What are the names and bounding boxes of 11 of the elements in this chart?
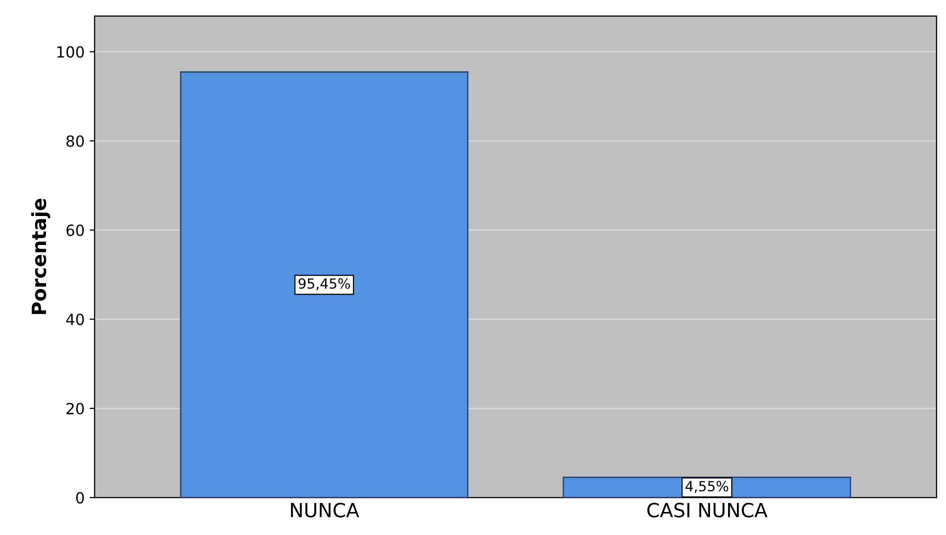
data-label: 4,55% <box>686 480 728 493</box>
y-tick-label: 60 <box>66 224 84 236</box>
y-tick-label: 40 <box>66 314 84 326</box>
data-label: 95,45% <box>298 278 350 290</box>
y-tick-label: 20 <box>66 402 84 414</box>
x-tick-label: CASI NUNCA <box>647 502 768 518</box>
y-tick-label: 100 <box>57 46 84 58</box>
y-axis-title: Porcentaje <box>31 198 50 314</box>
x-tick-label: NUNCA <box>291 502 360 518</box>
y-tick-label: 0 <box>76 492 84 504</box>
y-tick-label: 80 <box>66 135 84 147</box>
